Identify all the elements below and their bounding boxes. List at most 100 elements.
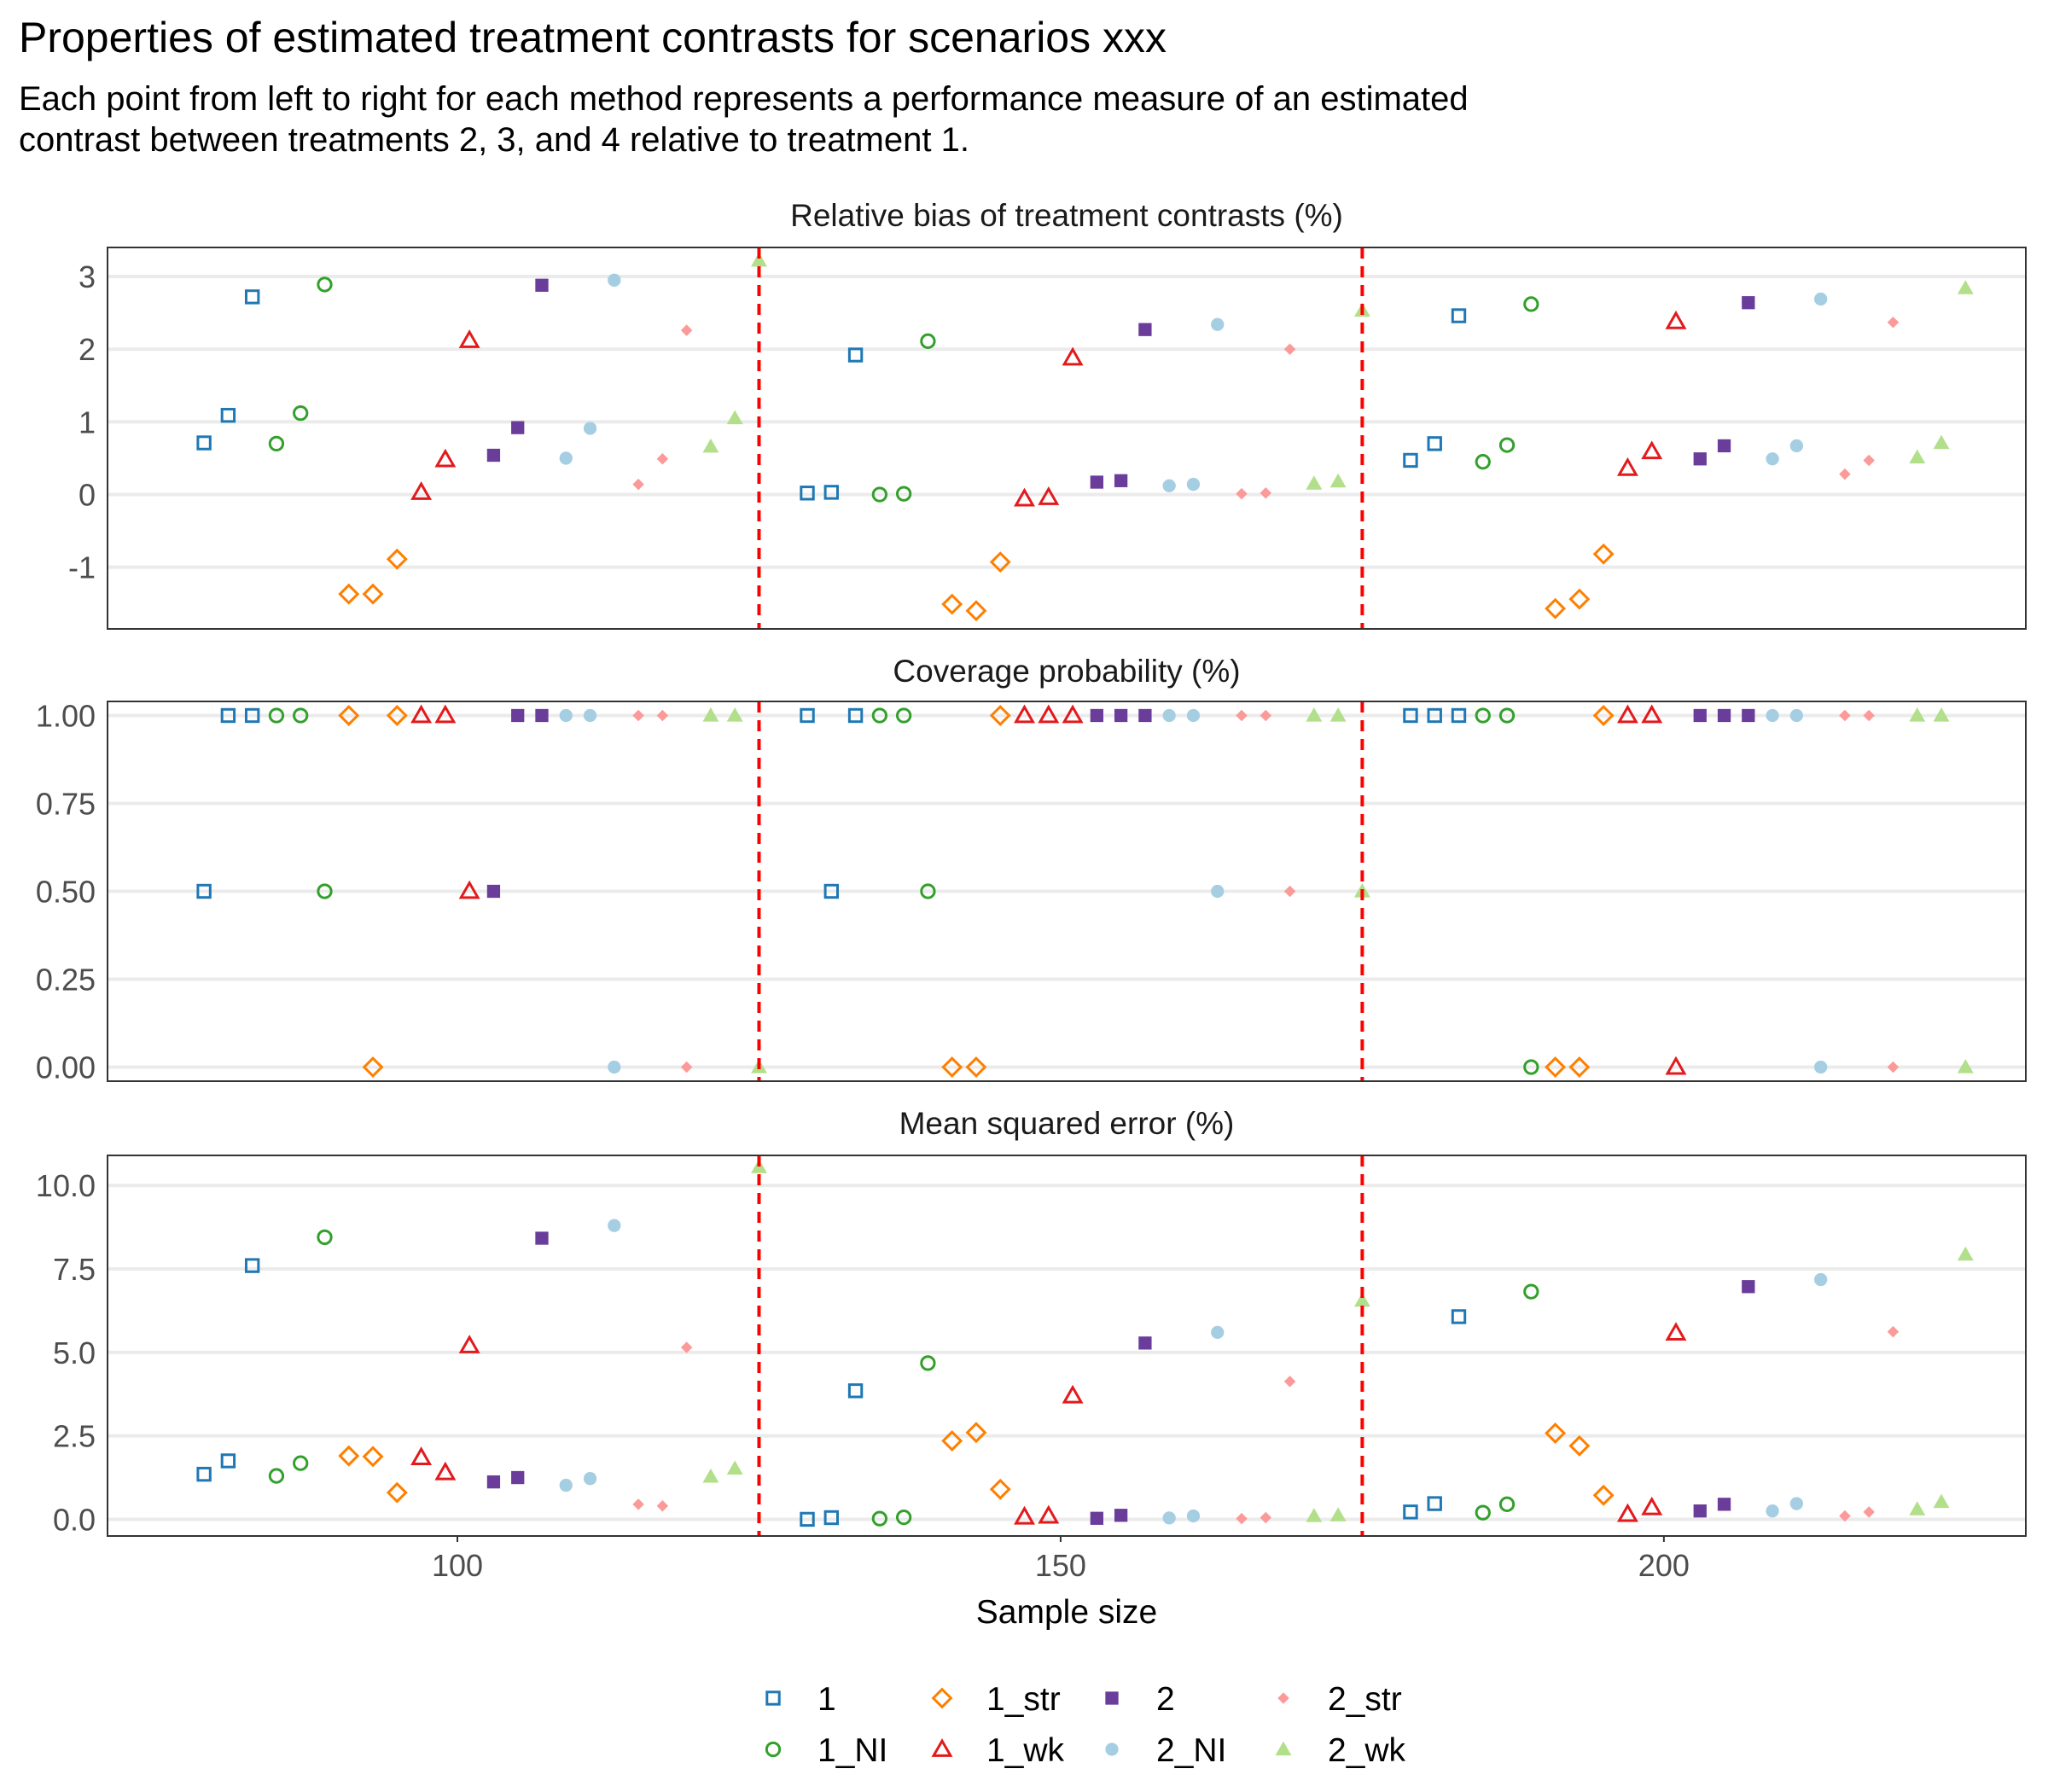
subtitle-line-1: Each point from left to right for each m…: [19, 80, 1469, 118]
point-2-wk: [1957, 280, 1974, 294]
point-1-ni: [895, 1509, 912, 1526]
point-1: [196, 435, 212, 451]
point-2-ni: [1766, 452, 1779, 466]
point-2-wk: [1909, 449, 1926, 464]
point-1: [847, 347, 864, 363]
point-2-ni: [1813, 1060, 1828, 1074]
point-2-str: [1863, 709, 1875, 722]
point-2-str: [1236, 709, 1248, 722]
point-2-str: [1260, 487, 1272, 499]
point-1: [1403, 1504, 1418, 1520]
point-1-wk: [410, 1446, 433, 1465]
point-1-wk: [1641, 704, 1663, 724]
point-1-wk: [1665, 1056, 1687, 1075]
point-2-wk: [1306, 707, 1323, 722]
point-1-str: [965, 1422, 987, 1444]
point-2-str: [1283, 1376, 1296, 1388]
y-tick-label: 0.25: [36, 963, 96, 998]
point-1-str: [1592, 543, 1615, 565]
point-2-wk: [726, 1460, 743, 1475]
point-2: [1742, 296, 1755, 310]
point-1-ni: [317, 883, 333, 899]
y-tick-label: 3: [79, 259, 96, 294]
panel-1: Relative bias of treatment contrasts (%)…: [68, 198, 2027, 630]
point-2-wk: [1933, 434, 1950, 450]
point-1-str: [989, 705, 1011, 726]
point-1: [196, 883, 212, 899]
point-1-str: [965, 600, 987, 622]
point-1-wk: [1038, 1504, 1060, 1524]
point-2: [511, 708, 525, 723]
y-tick-label: 0: [79, 477, 96, 512]
point-2-ni: [608, 1219, 621, 1232]
point-1-wk: [1665, 1322, 1687, 1341]
point-1-str: [965, 1056, 987, 1078]
point-1-wk: [1014, 1505, 1036, 1525]
point-2-ni: [1162, 1511, 1176, 1525]
legend-key-1-ni: [765, 1741, 782, 1758]
point-1: [220, 407, 236, 423]
point-2: [486, 1475, 501, 1489]
point-2-str: [1839, 709, 1851, 722]
point-1-wk: [434, 1461, 457, 1481]
point-2-str: [1260, 709, 1272, 722]
point-2-str: [632, 1498, 644, 1510]
point-1-ni: [920, 1355, 936, 1371]
point-2: [486, 448, 501, 463]
point-1: [823, 1510, 840, 1526]
point-2-ni: [608, 273, 621, 287]
panel-border: [107, 1155, 2027, 1537]
y-tick-label: 0.50: [36, 875, 96, 910]
point-2-ni: [559, 1478, 573, 1492]
point-2-ni: [1789, 708, 1804, 723]
point-1-wk: [1062, 346, 1084, 366]
point-2-wk: [1329, 707, 1347, 722]
point-2: [1114, 708, 1128, 723]
point-2: [1138, 323, 1152, 336]
point-1-ni: [1523, 296, 1539, 312]
legend-label: 2: [1156, 1681, 1175, 1718]
point-2-str: [656, 453, 669, 465]
legend-item-2-ni: 2_NI: [1105, 1732, 1226, 1769]
point-1-ni: [1523, 1059, 1539, 1075]
point-2: [1090, 475, 1103, 489]
point-2: [1717, 439, 1731, 453]
point-1-ni: [293, 1455, 309, 1471]
legend-label: 2_str: [1328, 1681, 1402, 1718]
point-2: [1693, 708, 1707, 723]
point-1: [1451, 707, 1467, 724]
point-1-wk: [1665, 310, 1687, 329]
legend: 1 1_NI 1_str 1_wk 2 2_NI 2_str 2_wk: [765, 1681, 1406, 1769]
point-1-str: [941, 1056, 963, 1078]
point-2-str: [680, 324, 693, 336]
point-2: [535, 708, 549, 723]
point-2-wk: [1306, 475, 1323, 490]
point-1: [1403, 452, 1418, 468]
point-1-str: [1568, 1056, 1591, 1078]
point-1-ni: [1475, 1504, 1491, 1521]
point-2-wk: [1957, 1246, 1974, 1261]
point-1: [244, 1258, 260, 1273]
point-1-ni: [895, 707, 912, 724]
point-1-ni: [268, 435, 285, 452]
y-tick-label: 0.0: [53, 1502, 96, 1537]
subtitle-line-2: contrast between treatments 2, 3, and 4 …: [19, 121, 969, 159]
point-1-str: [1568, 588, 1591, 610]
point-2-ni: [1211, 884, 1225, 899]
y-tick-label: -1: [68, 550, 96, 585]
point-2-str: [1236, 1512, 1248, 1525]
point-1-wk: [410, 704, 433, 724]
x-tick-label: 200: [1638, 1548, 1690, 1583]
legend-key-2: [1105, 1691, 1119, 1705]
point-1: [800, 707, 815, 724]
point-1-ni: [1475, 707, 1491, 724]
legend-label: 2_wk: [1328, 1732, 1406, 1769]
point-2-ni: [1789, 1497, 1804, 1510]
panel-title: Coverage probability (%): [893, 654, 1240, 689]
x-tick-label: 100: [432, 1548, 483, 1583]
point-1-ni: [871, 486, 888, 503]
point-1-str: [941, 593, 963, 615]
point-1: [800, 486, 815, 501]
y-tick-label: 7.5: [53, 1252, 96, 1287]
point-1-wk: [1616, 1503, 1638, 1522]
